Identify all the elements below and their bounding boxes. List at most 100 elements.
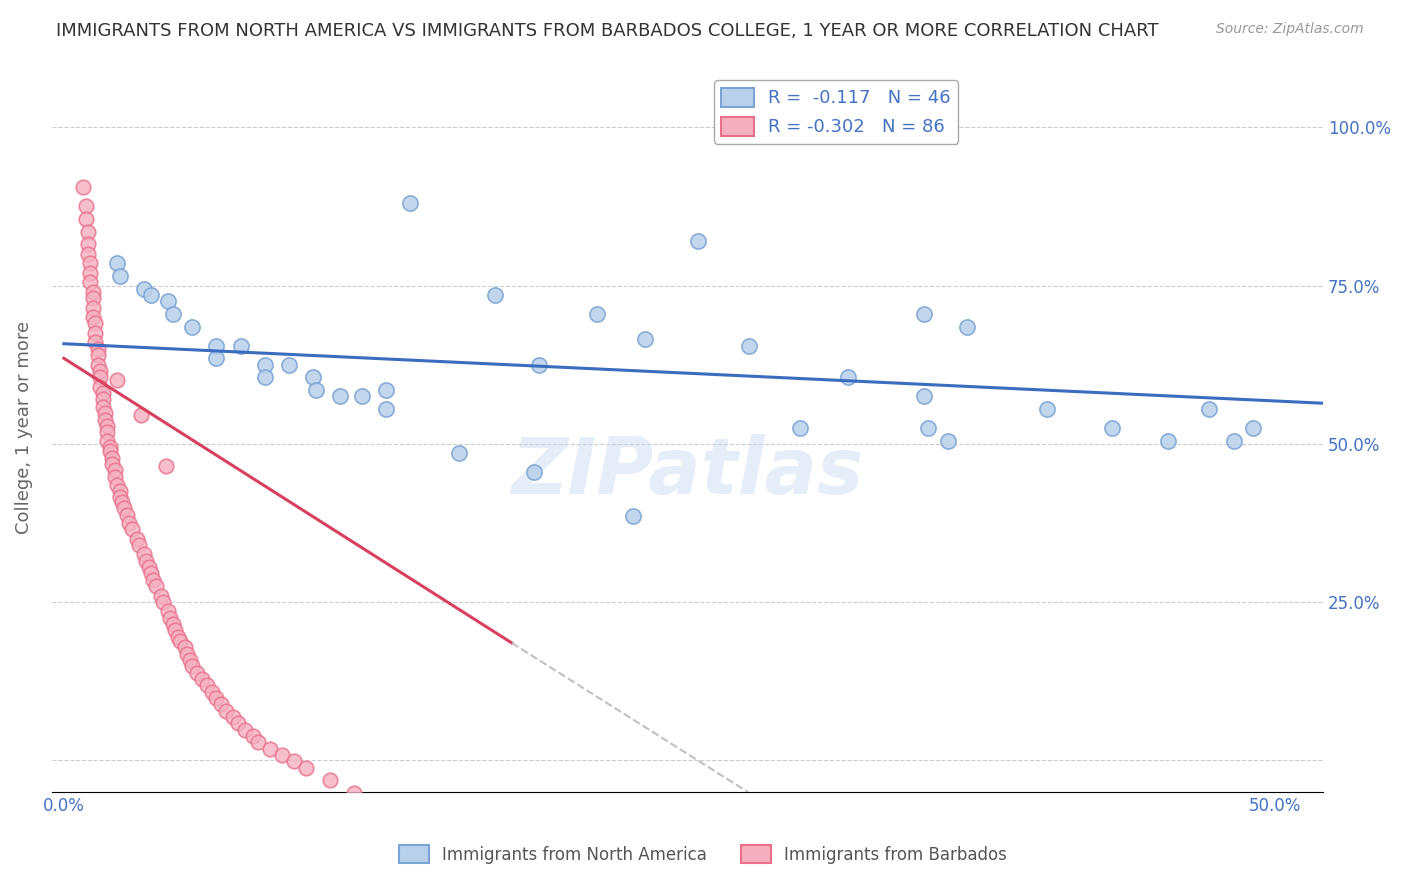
Point: [222, 710, 245, 724]
Point: [343, 786, 366, 800]
Point: [195, 678, 218, 692]
Point: [253, 358, 276, 372]
Point: [96, 425, 118, 440]
Point: [156, 294, 179, 309]
Point: [105, 373, 128, 387]
Point: [1241, 421, 1264, 435]
Point: [789, 421, 811, 435]
Point: [270, 747, 292, 762]
Point: [149, 589, 172, 603]
Point: [79, 276, 101, 290]
Point: [179, 653, 201, 667]
Point: [181, 659, 204, 673]
Point: [242, 729, 264, 743]
Point: [101, 457, 124, 471]
Point: [77, 237, 100, 252]
Point: [84, 335, 107, 350]
Point: [634, 332, 657, 346]
Point: [936, 434, 959, 448]
Point: [96, 434, 118, 448]
Point: [132, 282, 155, 296]
Point: [82, 285, 104, 299]
Point: [118, 516, 141, 530]
Point: [956, 319, 979, 334]
Point: [688, 234, 710, 248]
Point: [295, 761, 318, 775]
Point: [84, 317, 107, 331]
Point: [350, 389, 373, 403]
Point: [75, 212, 97, 227]
Point: [152, 595, 174, 609]
Point: [94, 406, 117, 420]
Point: [191, 672, 214, 686]
Point: [91, 386, 114, 401]
Point: [128, 538, 150, 552]
Point: [253, 370, 276, 384]
Point: [105, 256, 128, 270]
Point: [200, 684, 222, 698]
Y-axis label: College, 1 year or more: College, 1 year or more: [15, 321, 32, 534]
Point: [87, 342, 110, 356]
Point: [738, 338, 761, 352]
Point: [108, 491, 131, 505]
Point: [165, 624, 187, 638]
Point: [105, 478, 128, 492]
Point: [1198, 401, 1220, 416]
Point: [283, 755, 305, 769]
Point: [101, 450, 124, 465]
Point: [125, 532, 148, 546]
Point: [169, 634, 191, 648]
Point: [768, 117, 790, 131]
Point: [302, 370, 325, 384]
Point: [585, 307, 607, 321]
Point: [166, 630, 188, 644]
Point: [229, 338, 252, 352]
Text: ZIPatlas: ZIPatlas: [512, 434, 863, 509]
Point: [89, 370, 111, 384]
Point: [319, 773, 342, 788]
Point: [98, 444, 121, 458]
Point: [112, 501, 135, 516]
Point: [87, 358, 110, 372]
Point: [235, 723, 257, 737]
Point: [1222, 434, 1244, 448]
Point: [484, 288, 506, 302]
Point: [259, 741, 281, 756]
Point: [84, 326, 107, 340]
Point: [139, 288, 162, 302]
Point: [145, 579, 167, 593]
Point: [527, 358, 550, 372]
Point: [205, 691, 228, 706]
Point: [447, 446, 470, 460]
Point: [91, 400, 114, 414]
Point: [392, 811, 415, 825]
Point: [1157, 434, 1180, 448]
Point: [89, 380, 111, 394]
Point: [115, 508, 138, 522]
Point: [89, 364, 111, 378]
Point: [87, 348, 110, 362]
Point: [621, 509, 644, 524]
Point: [912, 307, 935, 321]
Point: [205, 338, 228, 352]
Point: [162, 307, 184, 321]
Point: [399, 196, 422, 211]
Point: [159, 610, 181, 624]
Point: [96, 419, 118, 434]
Point: [82, 310, 104, 325]
Point: [1036, 401, 1059, 416]
Point: [132, 548, 155, 562]
Point: [176, 647, 198, 661]
Point: [181, 319, 204, 334]
Point: [174, 640, 197, 655]
Point: [135, 554, 157, 568]
Point: [186, 665, 208, 680]
Point: [374, 401, 396, 416]
Point: [329, 389, 352, 403]
Point: [104, 469, 127, 483]
Point: [917, 421, 939, 435]
Point: [138, 560, 160, 574]
Point: [108, 484, 131, 499]
Point: [215, 704, 238, 718]
Point: [912, 389, 935, 403]
